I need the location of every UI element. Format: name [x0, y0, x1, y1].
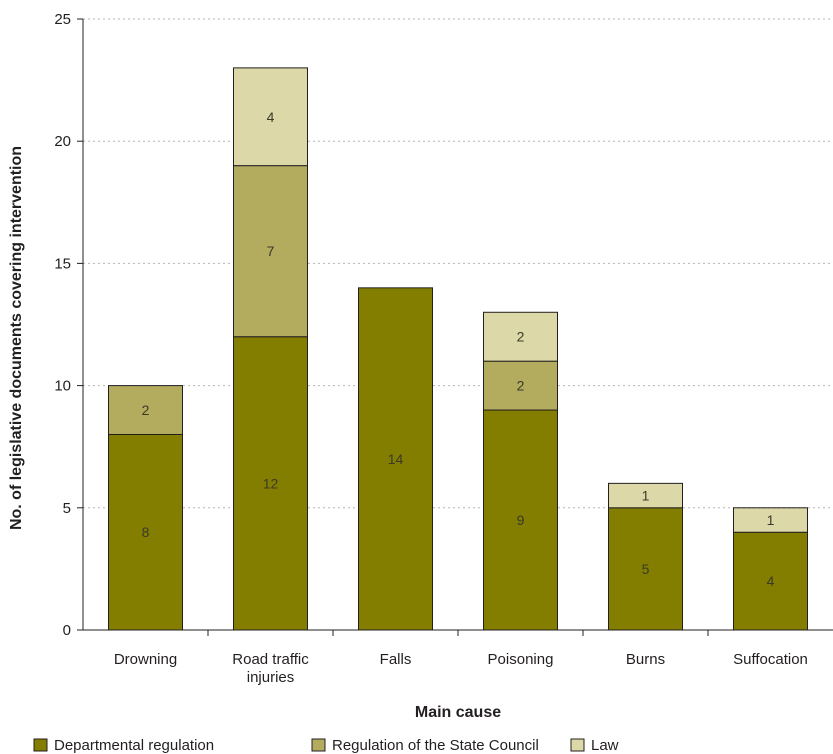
y-tick-label: 10 — [54, 378, 71, 395]
legend-item: Regulation of the State Council — [311, 737, 539, 754]
x-tick-label: Falls — [380, 651, 412, 668]
x-axis-title: Main cause — [415, 704, 501, 721]
y-tick-label: 5 — [63, 500, 71, 517]
bar-segment — [733, 531, 808, 631]
data-label: 5 — [642, 561, 650, 577]
data-label: 14 — [388, 451, 404, 467]
y-tick-label: 20 — [54, 133, 71, 150]
bar-segment — [483, 311, 558, 362]
gridlines — [83, 18, 833, 509]
bar-segment — [483, 409, 558, 631]
bar-segment — [108, 385, 183, 435]
y-tick-label: 0 — [63, 622, 71, 639]
legend-label: Law — [591, 737, 619, 754]
legend: Departmental regulation Regulation of the… — [33, 737, 619, 754]
legend-item: Law — [570, 737, 619, 754]
legend-swatch — [570, 738, 585, 752]
y-axis-title: No. of legislative documents covering in… — [8, 146, 25, 530]
x-tick-label: Suffocation — [733, 651, 808, 668]
x-tick-label: Burns — [626, 651, 665, 668]
bar-segment — [233, 67, 308, 167]
legend-item: Departmental regulation — [33, 737, 214, 754]
data-label: 12 — [263, 475, 279, 491]
data-label: 2 — [142, 402, 150, 418]
legend-label: Departmental regulation — [54, 737, 214, 754]
legend-swatch — [311, 738, 326, 752]
bar-segment — [733, 507, 808, 533]
bar-segment — [108, 433, 183, 631]
x-tick-label: Road traffic — [232, 651, 309, 668]
data-label: 1 — [642, 488, 650, 504]
bar-segment — [358, 287, 433, 631]
data-label: 4 — [267, 109, 275, 125]
data-label: 2 — [517, 329, 525, 345]
data-label: 8 — [142, 524, 150, 540]
legend-swatch — [33, 738, 48, 752]
data-label: 9 — [517, 512, 525, 528]
y-tick-label: 25 — [54, 11, 71, 28]
bar-segment — [608, 507, 683, 631]
data-label: 2 — [517, 378, 525, 394]
x-tick-label: Poisoning — [488, 651, 554, 668]
data-label: 1 — [767, 512, 775, 528]
x-tick-label: injuries — [247, 669, 295, 686]
y-tick-label: 15 — [54, 255, 71, 272]
data-label: 4 — [767, 573, 775, 589]
data-label: 7 — [267, 243, 275, 259]
bar-segment — [608, 482, 683, 509]
legend-label: Regulation of the State Council — [332, 737, 539, 754]
x-tick-label: Drowning — [114, 651, 177, 668]
bar-segment — [483, 360, 558, 411]
